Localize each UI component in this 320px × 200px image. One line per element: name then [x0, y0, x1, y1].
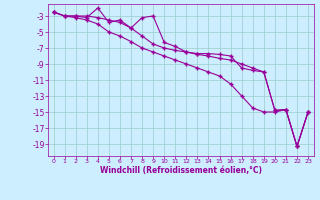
X-axis label: Windchill (Refroidissement éolien,°C): Windchill (Refroidissement éolien,°C)	[100, 166, 262, 175]
